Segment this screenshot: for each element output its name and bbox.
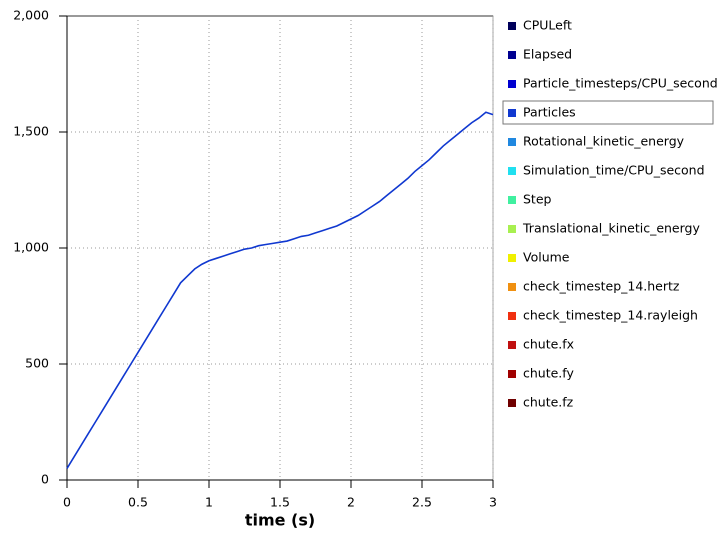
legend-swatch: [508, 254, 516, 262]
x-tick-label: 1: [205, 495, 213, 510]
legend-swatch: [508, 167, 516, 175]
y-tick-label: 1,000: [13, 240, 49, 255]
x-tick-label: 1.5: [270, 495, 290, 510]
legend-label: chute.fz: [523, 395, 574, 410]
legend-swatch: [508, 312, 516, 320]
legend-swatch: [508, 283, 516, 291]
legend-label: check_timestep_14.hertz: [523, 279, 680, 294]
legend-swatch: [508, 399, 516, 407]
legend-selection: [502, 100, 714, 125]
legend-swatch: [508, 196, 516, 204]
legend-label: Elapsed: [523, 47, 572, 62]
x-tick-label: 0.5: [128, 495, 148, 510]
x-tick-label: 0: [63, 495, 71, 510]
legend-swatch: [508, 51, 516, 59]
y-tick-label: 1,500: [13, 124, 49, 139]
x-axis-title: time (s): [245, 511, 315, 530]
data-line: [66, 111, 494, 469]
legend-swatch: [508, 109, 516, 117]
x-tick-label: 3: [489, 495, 497, 510]
legend-label: Step: [523, 192, 552, 207]
legend-swatch: [508, 341, 516, 349]
legend-label: chute.fy: [523, 366, 574, 381]
y-tick-label: 500: [25, 356, 49, 371]
legend-label: Particles: [523, 105, 576, 120]
x-tick-label: 2.5: [412, 495, 432, 510]
y-tick-label: 2,000: [13, 8, 49, 23]
legend-label: chute.fx: [523, 337, 574, 352]
legend-swatch: [508, 22, 516, 30]
legend-swatch: [508, 138, 516, 146]
y-tick-label: 0: [41, 472, 49, 487]
legend-label: Translational_kinetic_energy: [522, 221, 700, 236]
legend-label: Rotational_kinetic_energy: [523, 134, 685, 149]
legend-label: CPULeft: [523, 18, 572, 33]
legend-label: Simulation_time/CPU_second: [523, 163, 705, 178]
legend-swatch: [508, 370, 516, 378]
x-tick-label: 2: [347, 495, 355, 510]
legend-label: check_timestep_14.rayleigh: [523, 308, 698, 323]
legend-swatch: [508, 225, 516, 233]
legend-label: Particle_timesteps/CPU_second: [523, 76, 718, 91]
legend-swatch: [508, 80, 516, 88]
legend-label: Volume: [523, 250, 570, 265]
